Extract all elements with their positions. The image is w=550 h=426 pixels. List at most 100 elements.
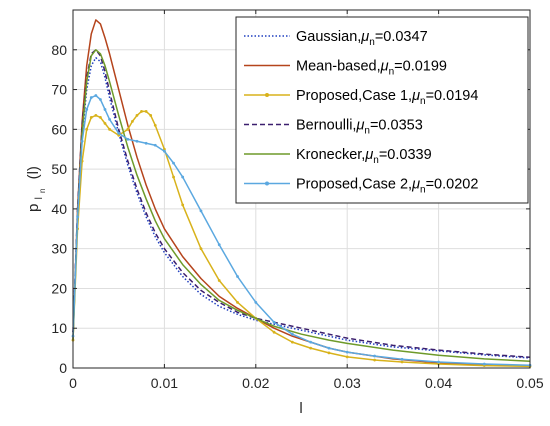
legend-mu-value: =0.0202 <box>426 177 479 193</box>
series-point <box>199 247 203 251</box>
series-point <box>400 357 404 361</box>
series-point <box>217 243 221 247</box>
y-tick-label: 50 <box>51 161 67 177</box>
series-point <box>437 360 440 364</box>
legend-mu-sub: n <box>364 126 370 137</box>
x-axis-label: l <box>299 400 302 417</box>
legend-series-name: Kronecker, <box>296 147 365 163</box>
series-point <box>482 362 486 366</box>
series-point <box>181 175 185 179</box>
x-tick-label: 0.01 <box>151 375 178 391</box>
y-axis-label-sub: l <box>34 197 45 199</box>
y-axis-label-arg: (l) <box>25 166 42 179</box>
legend-mu-symbol: μ <box>411 177 420 193</box>
legend-mu-sub: n <box>420 96 426 107</box>
y-tick-label: 60 <box>51 121 67 137</box>
legend-marker <box>265 181 269 186</box>
series-point <box>131 119 134 123</box>
legend-mu-sub: n <box>369 37 375 48</box>
y-axis-label-main: p <box>25 204 42 212</box>
series-point <box>290 340 294 344</box>
series-point <box>126 127 130 131</box>
series-point <box>217 279 221 282</box>
series-point <box>327 346 331 350</box>
series-line-3 <box>72 110 531 368</box>
series-point <box>103 121 107 125</box>
series-point <box>135 139 139 143</box>
legend-box <box>235 16 529 204</box>
series-point <box>140 110 143 113</box>
series-point <box>153 123 157 127</box>
series-point <box>309 340 313 344</box>
series-point <box>135 114 139 117</box>
legend-entry-3: Proposed,Case 1,μn=0.0194 <box>244 88 478 107</box>
legend-mu-sub: n <box>373 155 379 166</box>
legend-entry-4: Bernoulli,μn=0.0353 <box>244 118 423 137</box>
axis-tick-labels: 0 0.01 0.02 0.03 0.04 0.05 0 10 20 30 40 50 60 70 80 <box>51 42 543 391</box>
legend-entry-1: Gaussian,μn=0.0347 <box>244 29 428 48</box>
series-point <box>76 215 79 219</box>
plot-frame <box>72 9 531 369</box>
series-point <box>80 139 84 143</box>
y-axis-label-sub2: n <box>38 189 47 193</box>
series-point <box>117 131 121 135</box>
legend-mu-symbol: μ <box>355 118 364 134</box>
legend-mu-value: =0.0194 <box>426 88 479 104</box>
series-line-5 <box>72 49 531 362</box>
series-point <box>373 354 377 358</box>
series-6 <box>71 94 532 367</box>
legend-label: Gaussian,μn=0.0347 <box>296 29 428 48</box>
x-tick-label: 0.04 <box>425 375 452 391</box>
y-tick-label: 70 <box>51 82 67 98</box>
series-point <box>144 110 148 113</box>
series-5 <box>72 49 531 362</box>
series-point <box>153 143 157 147</box>
series-point <box>163 149 166 153</box>
series-point <box>94 114 98 117</box>
legend-mu-value: =0.0339 <box>379 147 432 163</box>
series-point <box>400 360 404 364</box>
series-point <box>99 98 102 101</box>
legend-mu-sub: n <box>420 185 426 196</box>
series-point <box>99 116 102 119</box>
y-tick-label: 30 <box>51 241 67 257</box>
y-tick-label: 10 <box>51 320 67 336</box>
series-point <box>327 351 331 355</box>
x-tick-label: 0.02 <box>242 375 269 391</box>
series-point <box>126 137 130 141</box>
series-point <box>94 94 98 97</box>
series-point <box>103 108 107 111</box>
legend-mu-symbol: μ <box>411 88 420 104</box>
legend-mu-symbol: μ <box>364 147 373 163</box>
series-point <box>272 330 276 334</box>
legend-entry-6: Proposed,Case 2,μn=0.0202 <box>244 177 478 196</box>
series-point <box>236 275 239 278</box>
series-point <box>149 114 153 117</box>
legend-label: Proposed,Case 2,μn=0.0202 <box>296 177 478 196</box>
legend-label: Kronecker,μn=0.0339 <box>296 147 432 166</box>
x-tick-label: 0.03 <box>334 375 361 391</box>
series-point <box>272 320 276 324</box>
series-point <box>345 355 349 359</box>
legend-series-name: Proposed,Case 2, <box>296 177 412 193</box>
legend-mu-symbol: μ <box>360 29 369 45</box>
y-tick-label: 0 <box>59 360 67 376</box>
legend-mu-value: =0.0347 <box>375 29 428 45</box>
series-point <box>85 108 89 111</box>
series-point <box>373 358 377 362</box>
series-point <box>254 300 258 304</box>
y-axis-label: p l n (l) <box>25 166 49 212</box>
series-point <box>199 209 203 213</box>
legend-marker <box>265 93 269 97</box>
series-point <box>236 300 239 304</box>
y-tick-label: 20 <box>51 280 67 296</box>
legend-label: Bernoulli,μn=0.0353 <box>296 118 423 137</box>
legend-label: Proposed,Case 1,μn=0.0194 <box>296 88 478 107</box>
legend-entry-5: Kronecker,μn=0.0339 <box>244 147 432 166</box>
series-point <box>89 116 93 119</box>
series-point <box>181 203 185 207</box>
series-point <box>290 332 294 336</box>
series-point <box>172 161 175 165</box>
series-point <box>144 141 148 145</box>
